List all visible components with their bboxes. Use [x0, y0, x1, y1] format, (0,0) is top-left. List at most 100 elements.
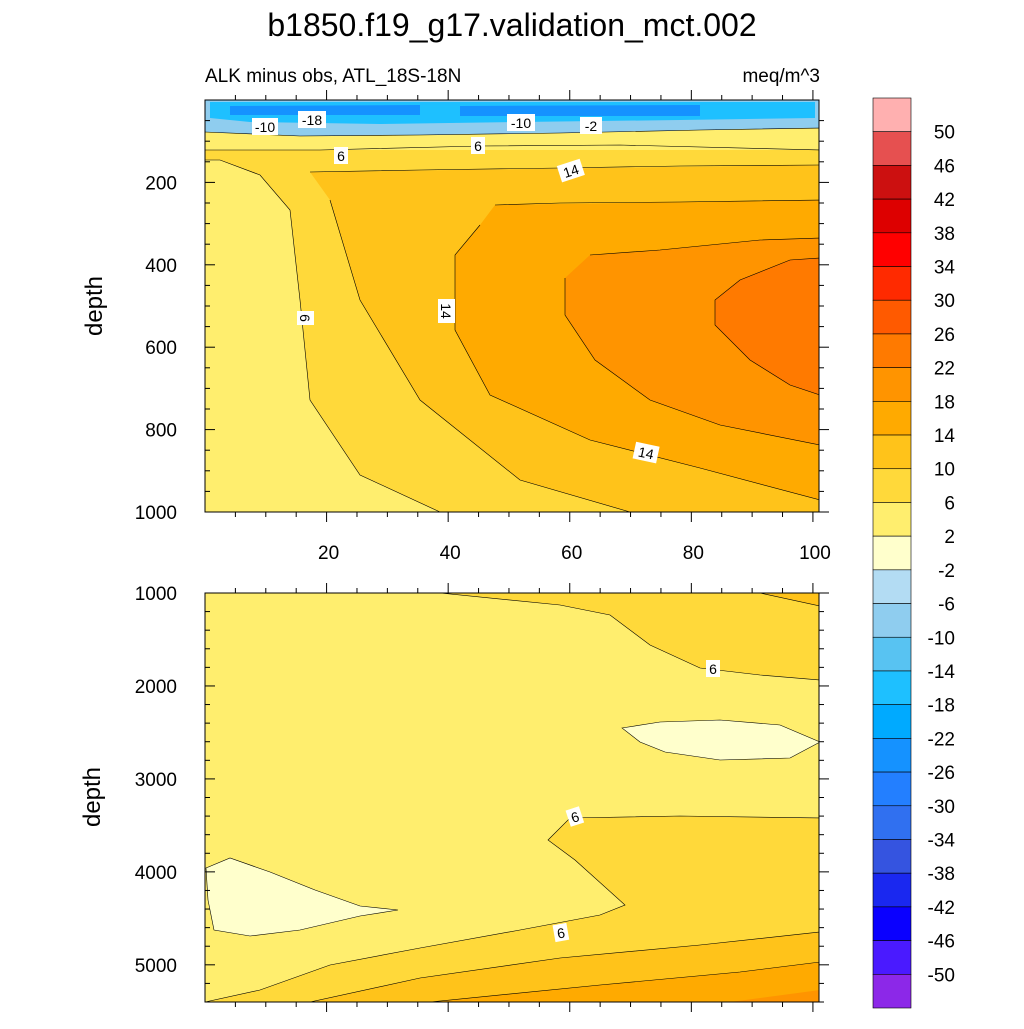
- colorbar-swatch-20: [872, 771, 912, 807]
- colorbar-label-11: 6: [944, 493, 955, 514]
- colorbar-swatch-5: [872, 266, 912, 301]
- upper-clabel-10: 14: [637, 444, 656, 463]
- lower-x-axis-ticks: [234, 583, 814, 1012]
- lower-ytick-label-4: 5000: [135, 956, 177, 977]
- upper-xtick-label-1: 40: [440, 543, 461, 564]
- colorbar-swatch-6: [872, 299, 912, 335]
- colorbar-swatch-0: [872, 97, 912, 133]
- lower-contour-top-right: [759, 593, 819, 607]
- colorbar-label-0: 50: [934, 123, 955, 144]
- colorbar-label-15: -10: [928, 628, 955, 649]
- colorbar-swatch-13: [872, 535, 912, 571]
- lower-ytick-label-1: 2000: [135, 677, 177, 698]
- lower-pocket-west: [206, 858, 398, 936]
- upper-clabel-1: -10: [255, 119, 275, 135]
- colorbar-swatch-14: [872, 569, 912, 604]
- upper-clabel-4: -2: [585, 118, 598, 134]
- upper-ytick-label-0: 200: [145, 173, 177, 194]
- upper-clabel-9: 14: [438, 303, 454, 319]
- colorbar-swatch-15: [872, 603, 912, 638]
- upper-clabel-2: -18: [302, 112, 322, 128]
- colorbar-swatch-12: [872, 502, 912, 537]
- upper-contour-14: [454, 199, 819, 501]
- lower-contour-east-pocket: [621, 719, 819, 761]
- upper-xtick-label-0: 20: [318, 543, 339, 564]
- lower-ylabel: depth: [79, 767, 106, 827]
- colorbar-swatch-16: [872, 636, 912, 672]
- colorbar-swatch-17: [872, 670, 912, 705]
- upper-clabel-8: 6: [297, 314, 313, 322]
- upper-contour-22: [714, 257, 819, 395]
- lower-contour-10: [309, 931, 819, 1002]
- lower-band-6-10-top: [440, 593, 819, 680]
- upper-ytick-label-3: 800: [145, 421, 177, 442]
- upper-contour-18: [564, 237, 819, 446]
- upper-ytick-label-2: 600: [145, 338, 177, 359]
- colorbar-label-1: 46: [934, 156, 955, 177]
- colorbar: 50 46 42 38 34 30 26 22 18 14 10 6 2 -2 -6 -10 -14 -18 -22…: [872, 97, 956, 1009]
- colorbar-label-14: -6: [938, 595, 955, 616]
- units-label: meq/m^3: [742, 66, 820, 87]
- colorbar-swatch-7: [872, 333, 912, 368]
- colorbar-label-16: -14: [928, 662, 956, 683]
- colorbar-swatch-25: [872, 940, 912, 975]
- colorbar-swatch-8: [872, 367, 912, 402]
- colorbar-label-19: -26: [928, 763, 955, 784]
- colorbar-label-9: 14: [934, 426, 956, 447]
- colorbar-swatch-19: [872, 738, 912, 773]
- upper-contour-labels: -10 -18 -10 -2 6 6 14 6 14: [252, 111, 660, 464]
- upper-contour-6a: [205, 159, 441, 512]
- upper-panel: -10 -18 -10 -2 6 6 14 6 14: [81, 90, 831, 564]
- upper-negative-deep-2: [460, 105, 700, 116]
- lower-contour-west-pocket: [205, 857, 399, 937]
- upper-xtick-label-3: 80: [683, 543, 704, 564]
- lower-contour-6b: [205, 815, 819, 1002]
- colorbar-swatch-4: [872, 232, 912, 267]
- colorbar-label-8: 18: [934, 392, 955, 413]
- colorbar-label-12: 2: [944, 527, 955, 548]
- lower-ytick-label-0: 1000: [135, 584, 177, 605]
- lower-clabel-1: 6: [709, 661, 717, 677]
- colorbar-label-21: -34: [928, 830, 956, 851]
- colorbar-swatch-11: [872, 468, 912, 503]
- lower-y-axis: 1000 2000 3000 4000 5000: [135, 584, 829, 1003]
- colorbar-label-10: 10: [934, 460, 955, 481]
- lower-ytick-label-3: 4000: [135, 863, 177, 884]
- colorbar-label-2: 42: [934, 190, 955, 211]
- colorbar-label-4: 34: [934, 258, 956, 279]
- colorbar-swatch-23: [872, 872, 912, 908]
- lower-contour-14: [429, 961, 819, 1002]
- colorbar-label-13: -2: [938, 561, 955, 582]
- colorbar-label-22: -38: [928, 864, 955, 885]
- upper-clabel-7: 14: [561, 161, 581, 181]
- colorbar-swatch-10: [872, 434, 912, 470]
- lower-filled-contours: [205, 593, 819, 1002]
- colorbar-swatch-18: [872, 704, 912, 739]
- colorbar-swatch-22: [872, 839, 912, 874]
- colorbar-swatch-3: [872, 198, 912, 234]
- upper-clabel-5: 6: [337, 148, 345, 164]
- lower-band-18: [730, 990, 819, 1002]
- upper-ytick-label-1: 400: [145, 256, 177, 277]
- colorbar-label-6: 26: [934, 325, 955, 346]
- colorbar-label-17: -18: [928, 696, 955, 717]
- lower-panel: 6 6 6 depth 1000 2000 3000 4000 5000: [79, 583, 829, 1012]
- lower-contour-labels: 6 6 6: [552, 660, 720, 943]
- colorbar-swatch-2: [872, 165, 912, 200]
- upper-band-22-26: [715, 258, 819, 395]
- upper-filled-contours: [205, 100, 819, 512]
- upper-contour-neg: [205, 127, 819, 137]
- upper-y-axis: 200 400 600 800 1000: [135, 120, 829, 524]
- colorbar-label-23: -42: [928, 898, 955, 919]
- colorbar-label-25: -50: [928, 965, 955, 986]
- upper-ytick-label-4: 1000: [135, 503, 177, 524]
- lower-ytick-label-2: 3000: [135, 770, 177, 791]
- upper-xtick-label-2: 60: [561, 543, 582, 564]
- colorbar-label-18: -22: [928, 729, 955, 750]
- upper-negative-deep: [230, 105, 420, 115]
- colorbar-swatch-1: [872, 131, 912, 166]
- upper-clabel-6: 6: [474, 138, 482, 154]
- colorbar-swatch-9: [872, 401, 912, 436]
- upper-clabel-3: -10: [511, 115, 531, 131]
